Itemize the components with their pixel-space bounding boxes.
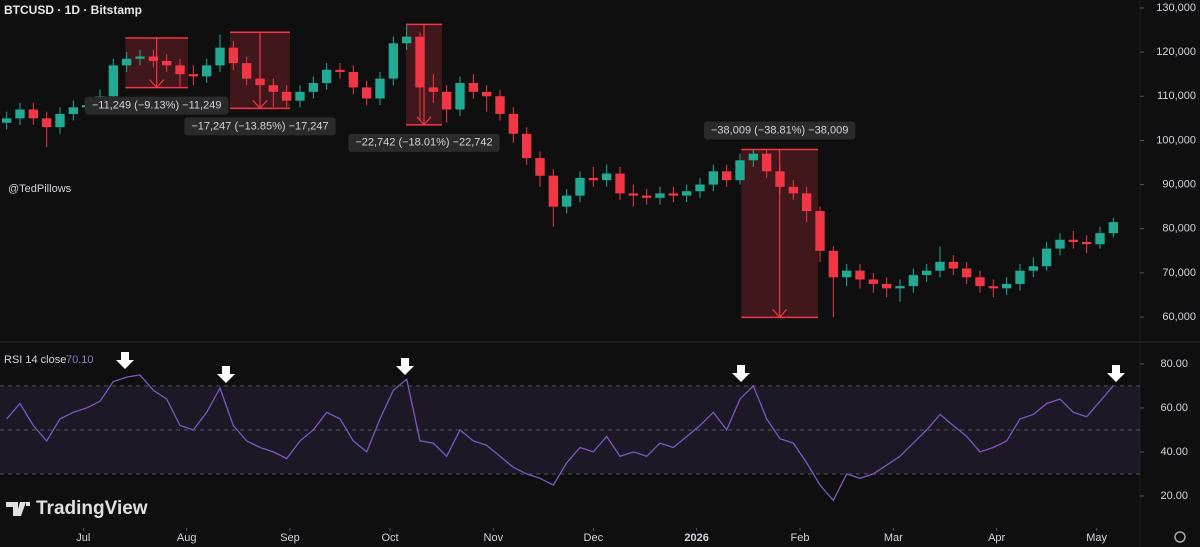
x-tick-label: Dec [584, 532, 604, 544]
author: @TedPillows [8, 183, 72, 195]
arrow [116, 352, 134, 369]
chart-title: BTCUSD · 1D · Bitstamp [4, 3, 142, 17]
arrow [396, 358, 414, 375]
x-tick-label: Aug [177, 532, 197, 544]
rsi-y-tick-label: 60.00 [1160, 402, 1188, 414]
measure-arrowhead [416, 116, 432, 126]
x-tick-label: Nov [484, 532, 504, 544]
x-tick-label: Oct [381, 532, 398, 544]
logo [6, 502, 30, 516]
y-tick-label: 70,000 [1162, 267, 1196, 279]
measure-label: −22,742 (−18.01%) −22,742 [355, 137, 492, 149]
arrow [732, 365, 750, 382]
rsi-y-tick-label: 80.00 [1160, 358, 1188, 370]
y-tick-label: 60,000 [1162, 311, 1196, 323]
x-tick-label: Jul [76, 532, 90, 544]
x-tick-label: 2026 [684, 532, 708, 544]
watermark: TradingView [36, 498, 148, 519]
x-tick-label: Sep [280, 532, 300, 544]
x-tick-label: Apr [988, 532, 1005, 544]
arrow [217, 366, 235, 383]
measure-label: −17,247 (−13.85%) −17,247 [191, 120, 328, 132]
y-tick-label: 110,000 [1157, 90, 1196, 102]
x-tick-label: May [1086, 532, 1107, 544]
measure-label-bg [184, 117, 336, 136]
measure-arrowhead [252, 99, 268, 110]
measure-arrowhead [149, 79, 165, 89]
measure-label-bg [84, 96, 229, 115]
rsi-y-tick-label: 20.00 [1160, 490, 1188, 502]
measure-label-bg [348, 133, 500, 152]
arrows [116, 352, 1125, 383]
rsi-y-tick-label: 40.00 [1160, 446, 1188, 458]
rsi-value: 70.10 [66, 354, 94, 366]
measure-label: −38,009 (−38.81%) −38,009 [711, 124, 848, 136]
settings-icon[interactable] [1174, 531, 1186, 543]
logo-mark [6, 502, 30, 516]
rsi-line [6, 374, 1114, 502]
x-tick-label: Mar [884, 532, 903, 544]
y-tick-label: 130,000 [1156, 2, 1196, 14]
y-tick-label: 80,000 [1162, 223, 1196, 235]
x-tick-label: Feb [791, 532, 810, 544]
arrow [1107, 365, 1125, 382]
y-tick-label: 120,000 [1156, 46, 1196, 58]
measure-arrowhead [772, 308, 788, 319]
measure-label: −11,249 (−9.13%) −11,249 [92, 100, 222, 112]
measure-label-bg [704, 121, 856, 140]
rsi-name: RSI 14 close [4, 354, 66, 366]
y-tick-label: 100,000 [1156, 134, 1196, 146]
y-tick-label: 90,000 [1162, 178, 1196, 190]
